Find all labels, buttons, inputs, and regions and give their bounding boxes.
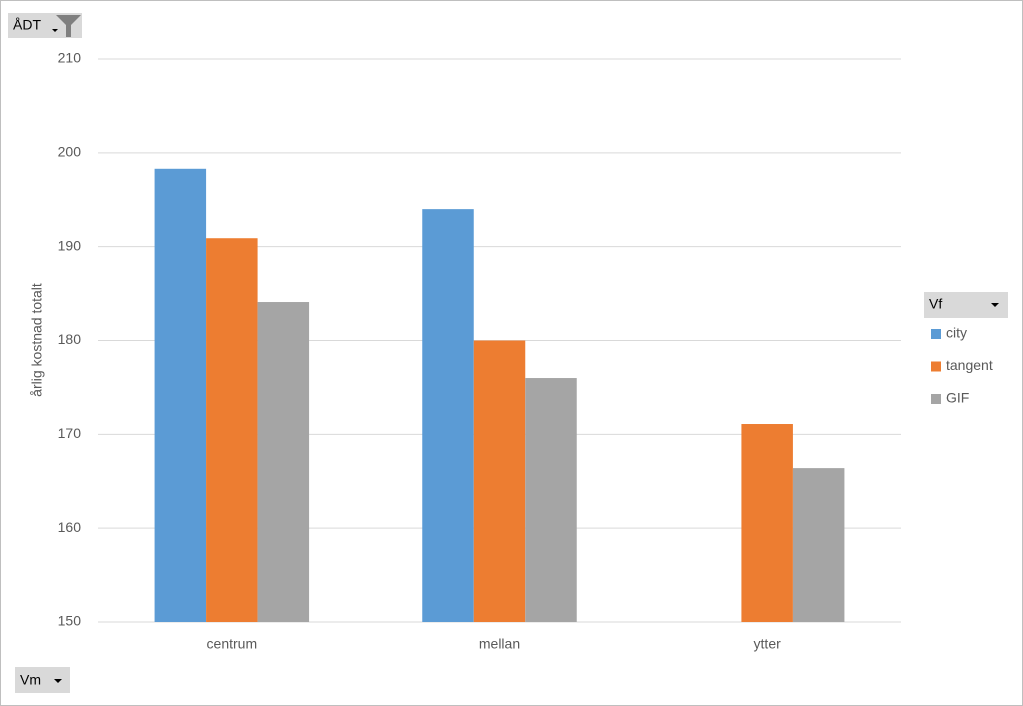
bar bbox=[257, 302, 310, 622]
axis-field-button[interactable]: Vm bbox=[15, 667, 70, 693]
x-tick-label: ytter bbox=[754, 636, 782, 652]
legend-swatch bbox=[931, 394, 941, 404]
bar bbox=[473, 340, 526, 622]
dropdown-arrow bbox=[54, 679, 62, 683]
y-axis-title: årlig kostnad totalt bbox=[29, 283, 45, 397]
y-tick-label: 200 bbox=[58, 144, 82, 160]
bar bbox=[741, 424, 793, 622]
filter-icon bbox=[56, 15, 81, 37]
y-tick-label: 170 bbox=[58, 425, 82, 441]
x-tick-label: centrum bbox=[207, 636, 258, 652]
axis-field: Vm bbox=[20, 672, 41, 688]
bar bbox=[422, 209, 474, 622]
legend-field-button[interactable]: Vf bbox=[924, 292, 1008, 318]
y-tick-label: 190 bbox=[58, 237, 82, 253]
report-filter-button[interactable]: ÅDT bbox=[8, 13, 82, 38]
bar bbox=[206, 238, 258, 622]
report-filter: ÅDT bbox=[13, 17, 41, 33]
y-tick-label: 150 bbox=[58, 613, 82, 629]
bar bbox=[154, 168, 207, 622]
legend-label: city bbox=[946, 325, 967, 341]
legend-label: tangent bbox=[946, 357, 993, 373]
legend-title: Vf bbox=[929, 296, 942, 312]
y-tick-label: 160 bbox=[58, 519, 82, 535]
legend-swatch bbox=[931, 361, 941, 372]
dropdown-arrow bbox=[991, 303, 999, 307]
bar bbox=[525, 378, 577, 622]
legend-label: GIF bbox=[946, 390, 969, 406]
y-tick-label: 180 bbox=[58, 331, 82, 347]
x-tick-label: mellan bbox=[479, 636, 520, 652]
dropdown-arrow bbox=[52, 29, 58, 32]
bar bbox=[792, 468, 845, 622]
y-tick-label: 210 bbox=[58, 50, 82, 66]
legend-swatch bbox=[931, 329, 941, 339]
